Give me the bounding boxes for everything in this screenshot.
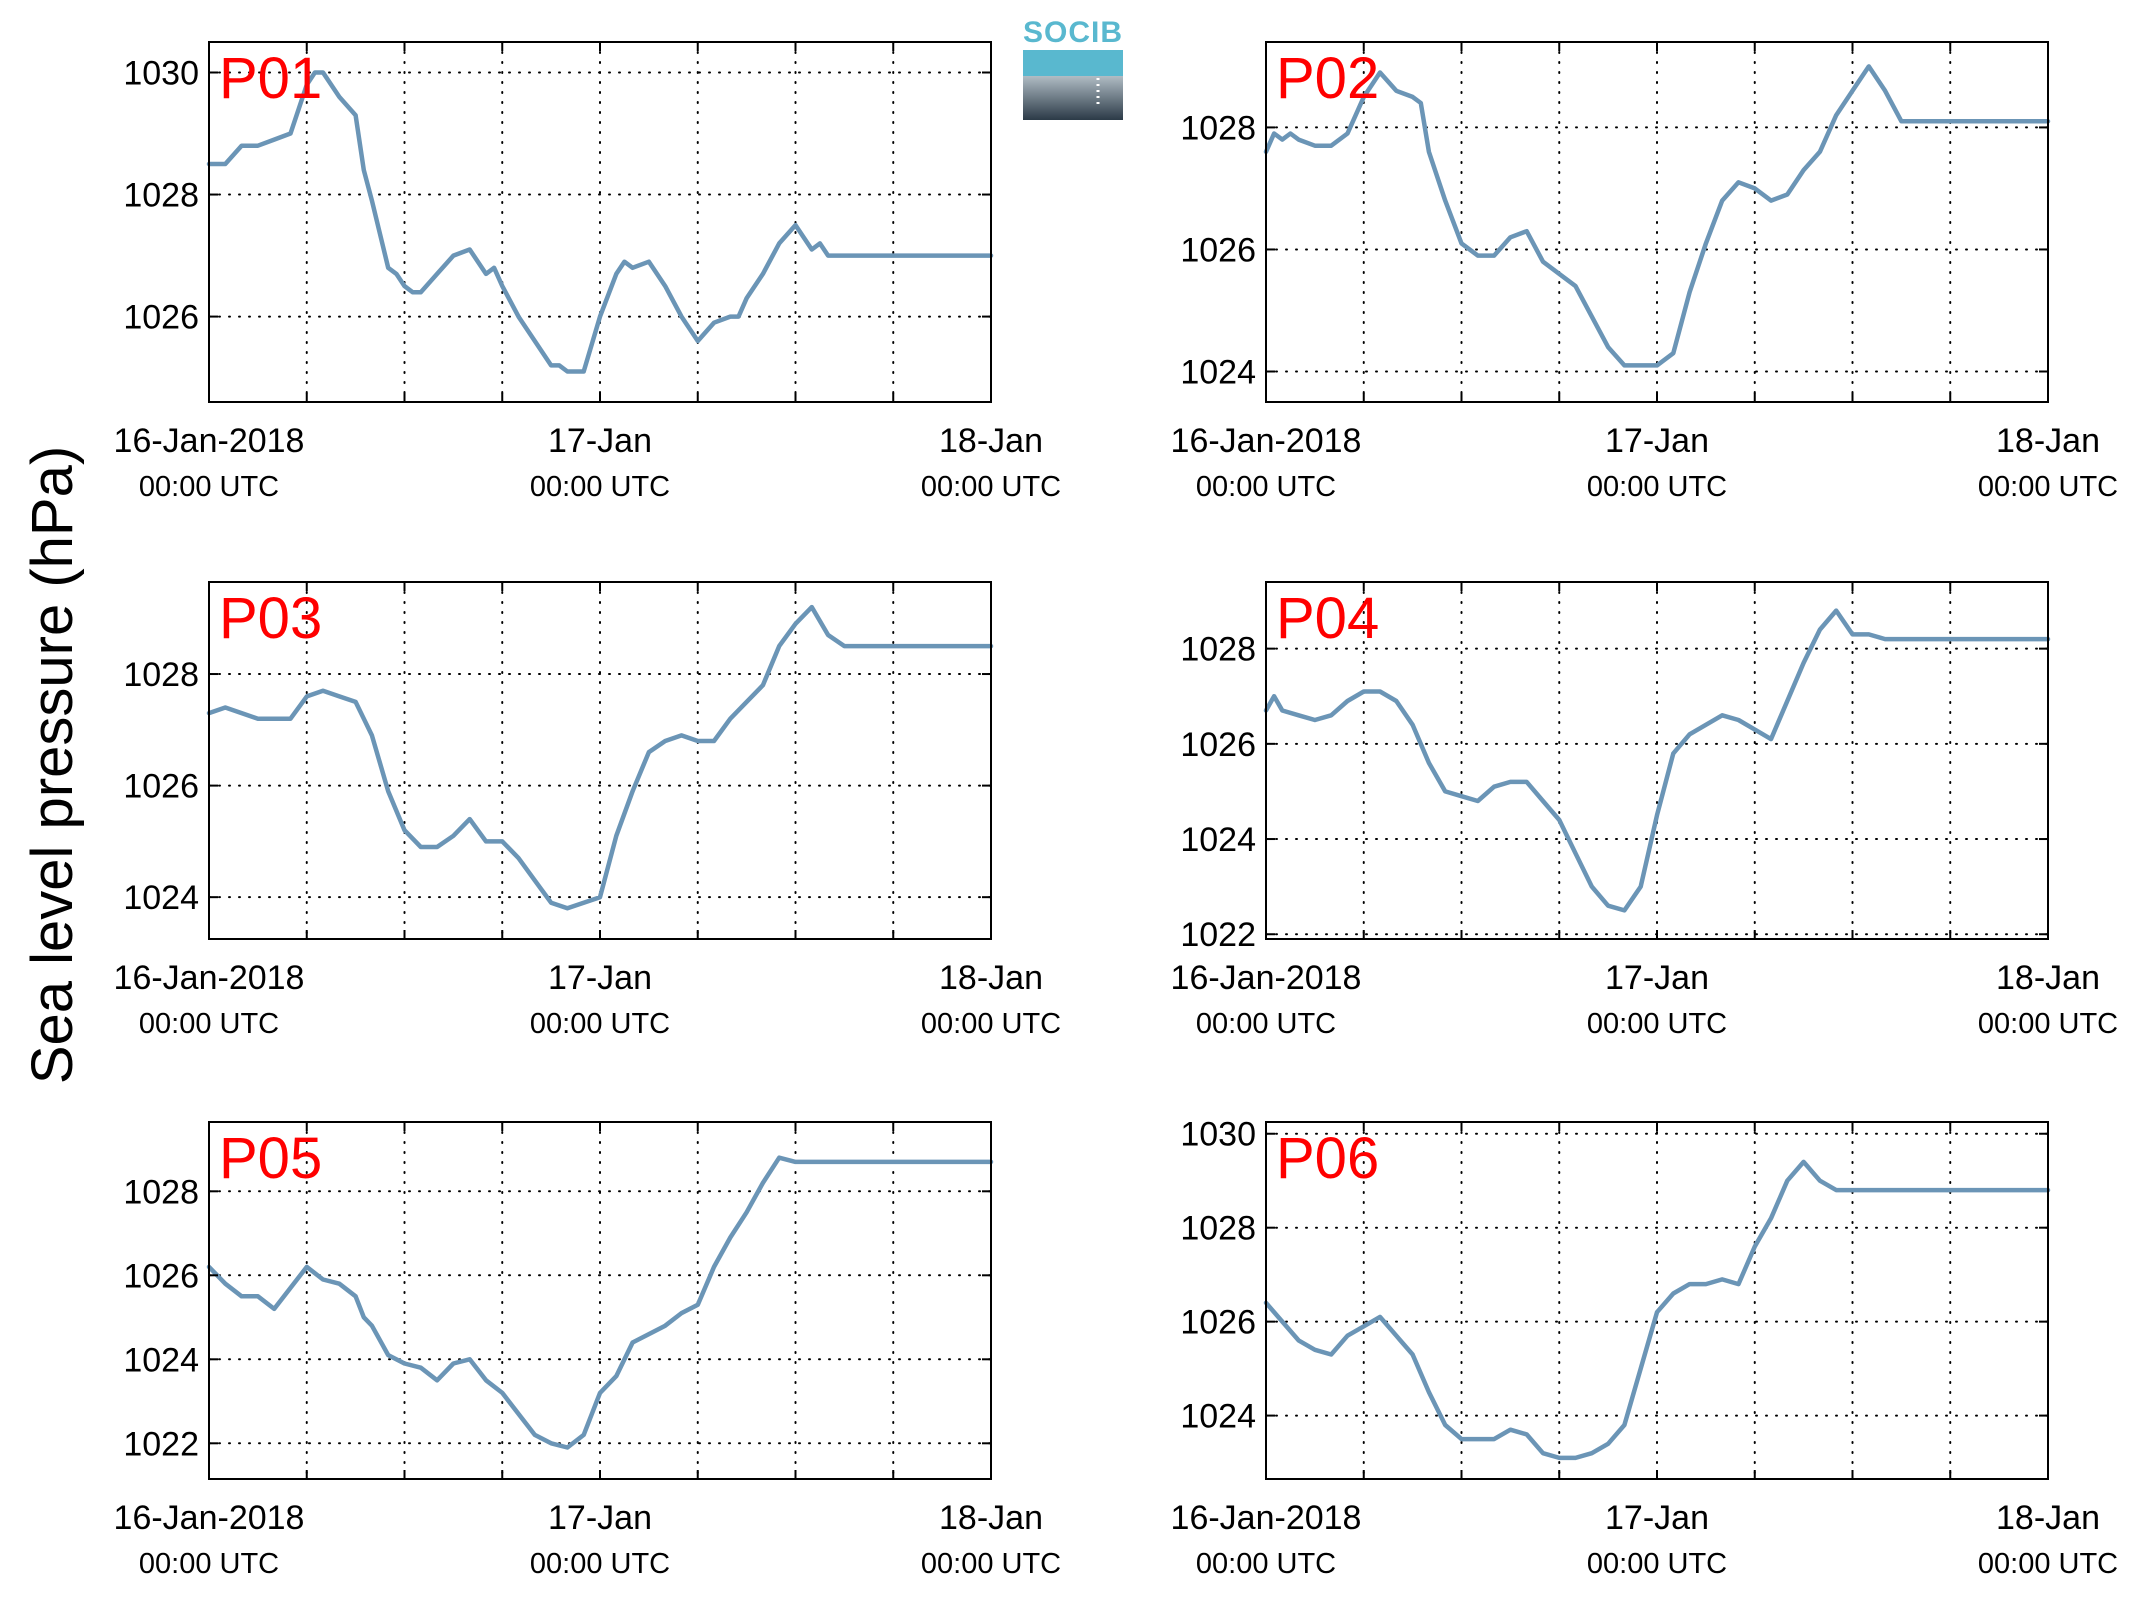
x-tick-sublabel: 00:00 UTC <box>921 1008 1061 1040</box>
axis-frame <box>1265 581 2049 940</box>
x-tick-sublabel: 00:00 UTC <box>530 1008 670 1040</box>
panel-title: P01 <box>219 46 322 111</box>
chart-panel-p04: 1022 1024 1026 1028 16-Jan-2018 00:00 UTC 17-J… <box>1171 581 2118 1040</box>
y-tick-label: 1024 <box>1180 1398 1256 1436</box>
chart-panel-p02: 1024 1026 1028 16-Jan-2018 00:00 UTC 17-Jan 00… <box>1171 41 2118 503</box>
y-tick-label: 1026 <box>1180 726 1256 764</box>
x-tick-label: 18-Jan <box>1996 1499 2100 1537</box>
x-tick-label: 16-Jan-2018 <box>1171 422 1362 460</box>
panel-title: P02 <box>1276 46 1379 111</box>
series-line <box>1263 608 2051 913</box>
panel-title: P05 <box>219 1126 322 1191</box>
x-tick-sublabel: 00:00 UTC <box>1196 1548 1336 1580</box>
logo-body <box>1023 76 1123 120</box>
x-tick-sublabel: 00:00 UTC <box>530 1548 670 1580</box>
x-tick-label: 16-Jan-2018 <box>1171 1499 1362 1537</box>
y-tick-label: 1028 <box>123 1173 199 1211</box>
x-tick-sublabel: 00:00 UTC <box>1978 471 2118 503</box>
x-tick-sublabel: 00:00 UTC <box>1978 1548 2118 1580</box>
chart-panel-p05: 1022 1024 1026 1028 16-Jan-2018 00:00 UTC 17-J… <box>114 1121 1061 1580</box>
y-tick-label: 1022 <box>123 1425 199 1463</box>
x-tick-sublabel: 00:00 UTC <box>1587 471 1727 503</box>
x-tick-label: 17-Jan <box>548 1499 652 1537</box>
y-tick-label: 1026 <box>1180 1304 1256 1342</box>
chart-panel-p01: 1026 1028 1030 16-Jan-2018 00:00 UTC 17-Jan 00… <box>114 41 1061 503</box>
y-tick-label: 1024 <box>1180 821 1256 859</box>
x-tick-sublabel: 00:00 UTC <box>921 471 1061 503</box>
y-tick-label: 1030 <box>123 55 199 93</box>
panel-title: P03 <box>219 586 322 651</box>
series-line <box>1263 1159 2051 1461</box>
x-tick-label: 18-Jan <box>1996 959 2100 997</box>
x-tick-label: 16-Jan-2018 <box>1171 959 1362 997</box>
axis-frame <box>1265 1121 2049 1480</box>
x-tick-sublabel: 00:00 UTC <box>1587 1548 1727 1580</box>
x-tick-label: 16-Jan-2018 <box>114 959 305 997</box>
x-tick-sublabel: 00:00 UTC <box>139 1548 279 1580</box>
y-tick-label: 1024 <box>123 1341 199 1379</box>
x-tick-label: 18-Jan <box>939 1499 1043 1537</box>
y-tick-label: 1030 <box>1180 1116 1256 1154</box>
axis-frame <box>208 1121 992 1480</box>
y-tick-label: 1028 <box>1180 109 1256 147</box>
x-tick-sublabel: 00:00 UTC <box>1587 1008 1727 1040</box>
series-line <box>206 70 994 374</box>
logo-top-band <box>1023 50 1123 76</box>
x-tick-sublabel: 00:00 UTC <box>1196 1008 1336 1040</box>
x-tick-sublabel: 00:00 UTC <box>139 1008 279 1040</box>
socib-logo: SOCIB <box>1023 16 1123 120</box>
x-tick-label: 17-Jan <box>548 959 652 997</box>
panel-title: P04 <box>1276 586 1379 651</box>
y-tick-label: 1026 <box>1180 231 1256 269</box>
figure-ylabel: Sea level pressure (hPa) <box>20 446 85 1084</box>
y-tick-label: 1028 <box>123 177 199 215</box>
chart-panel-p03: 1024 1026 1028 16-Jan-2018 00:00 UTC 17-Jan 00… <box>114 581 1061 1040</box>
x-tick-label: 16-Jan-2018 <box>114 1499 305 1537</box>
x-tick-label: 17-Jan <box>1605 422 1709 460</box>
series-line <box>206 604 994 911</box>
x-tick-sublabel: 00:00 UTC <box>139 471 279 503</box>
series-line <box>1263 64 2051 368</box>
series-line <box>206 1155 994 1450</box>
x-tick-label: 16-Jan-2018 <box>114 422 305 460</box>
x-tick-label: 17-Jan <box>1605 1499 1709 1537</box>
y-tick-label: 1026 <box>123 1257 199 1295</box>
logo-text: SOCIB <box>1023 16 1123 49</box>
x-tick-sublabel: 00:00 UTC <box>1196 471 1336 503</box>
x-tick-sublabel: 00:00 UTC <box>921 1548 1061 1580</box>
x-tick-label: 18-Jan <box>1996 422 2100 460</box>
y-tick-label: 1028 <box>123 656 199 694</box>
x-tick-label: 17-Jan <box>548 422 652 460</box>
y-tick-label: 1028 <box>1180 631 1256 669</box>
x-tick-label: 18-Jan <box>939 422 1043 460</box>
y-tick-label: 1022 <box>1180 916 1256 954</box>
y-tick-label: 1024 <box>123 879 199 917</box>
y-tick-label: 1026 <box>123 299 199 337</box>
x-tick-label: 17-Jan <box>1605 959 1709 997</box>
panel-title: P06 <box>1276 1126 1379 1191</box>
axis-frame <box>208 581 992 940</box>
y-tick-label: 1024 <box>1180 353 1256 391</box>
panels-container: 1026 1028 1030 16-Jan-2018 00:00 UTC 17-Jan 00… <box>114 41 2119 1580</box>
y-tick-label: 1026 <box>123 768 199 806</box>
chart-panel-p06: 1024 1026 1028 1030 16-Jan-2018 00:00 UTC 17-J… <box>1171 1116 2119 1580</box>
y-tick-label: 1028 <box>1180 1210 1256 1248</box>
x-tick-sublabel: 00:00 UTC <box>1978 1008 2118 1040</box>
x-tick-label: 18-Jan <box>939 959 1043 997</box>
x-tick-sublabel: 00:00 UTC <box>530 471 670 503</box>
